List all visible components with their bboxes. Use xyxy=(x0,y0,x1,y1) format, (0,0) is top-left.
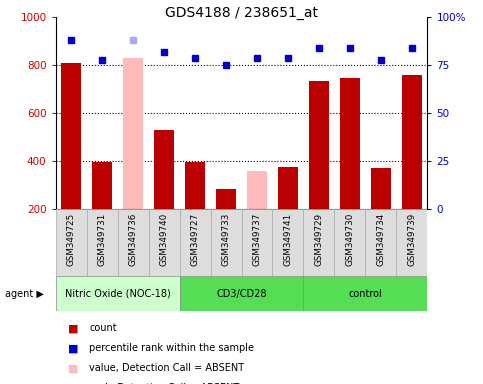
Bar xyxy=(149,209,180,276)
Bar xyxy=(154,130,174,209)
Text: count: count xyxy=(89,323,117,333)
Text: ■: ■ xyxy=(68,383,78,384)
Text: ■: ■ xyxy=(68,323,78,333)
Text: control: control xyxy=(349,289,383,299)
Text: GSM349731: GSM349731 xyxy=(98,213,107,266)
Text: GSM349740: GSM349740 xyxy=(159,213,169,266)
Bar xyxy=(309,81,329,209)
Bar xyxy=(402,75,422,209)
Bar xyxy=(216,189,236,209)
Bar xyxy=(242,209,272,276)
Text: GSM349725: GSM349725 xyxy=(67,213,75,266)
Text: GSM349730: GSM349730 xyxy=(345,213,355,266)
Bar xyxy=(303,209,334,276)
Text: GSM349736: GSM349736 xyxy=(128,213,138,266)
Bar xyxy=(211,209,242,276)
Bar xyxy=(340,78,360,209)
Bar xyxy=(272,209,303,276)
Text: GSM349727: GSM349727 xyxy=(190,213,199,266)
Bar xyxy=(303,276,427,311)
Bar xyxy=(278,167,298,209)
Bar xyxy=(247,171,267,209)
Text: CD3/CD28: CD3/CD28 xyxy=(216,289,267,299)
Bar xyxy=(334,209,366,276)
Text: ■: ■ xyxy=(68,363,78,373)
Bar xyxy=(123,58,143,209)
Bar xyxy=(61,63,81,209)
Bar xyxy=(56,209,86,276)
Bar xyxy=(371,169,391,209)
Text: percentile rank within the sample: percentile rank within the sample xyxy=(89,343,255,353)
Bar xyxy=(180,209,211,276)
Text: GSM349733: GSM349733 xyxy=(222,213,230,266)
Text: value, Detection Call = ABSENT: value, Detection Call = ABSENT xyxy=(89,363,244,373)
Text: agent ▶: agent ▶ xyxy=(5,289,43,299)
Text: GSM349734: GSM349734 xyxy=(376,213,385,266)
Bar xyxy=(366,209,397,276)
Text: GDS4188 / 238651_at: GDS4188 / 238651_at xyxy=(165,6,318,20)
Text: GSM349741: GSM349741 xyxy=(284,213,293,266)
Bar xyxy=(56,276,180,311)
Text: GSM349729: GSM349729 xyxy=(314,213,324,266)
Bar xyxy=(92,162,112,209)
Bar xyxy=(185,162,205,209)
Bar xyxy=(180,276,303,311)
Text: rank, Detection Call = ABSENT: rank, Detection Call = ABSENT xyxy=(89,383,240,384)
Text: ■: ■ xyxy=(68,343,78,353)
Text: Nitric Oxide (NOC-18): Nitric Oxide (NOC-18) xyxy=(65,289,170,299)
Bar xyxy=(117,209,149,276)
Text: GSM349739: GSM349739 xyxy=(408,213,416,266)
Text: GSM349737: GSM349737 xyxy=(253,213,261,266)
Bar xyxy=(397,209,427,276)
Bar xyxy=(86,209,117,276)
